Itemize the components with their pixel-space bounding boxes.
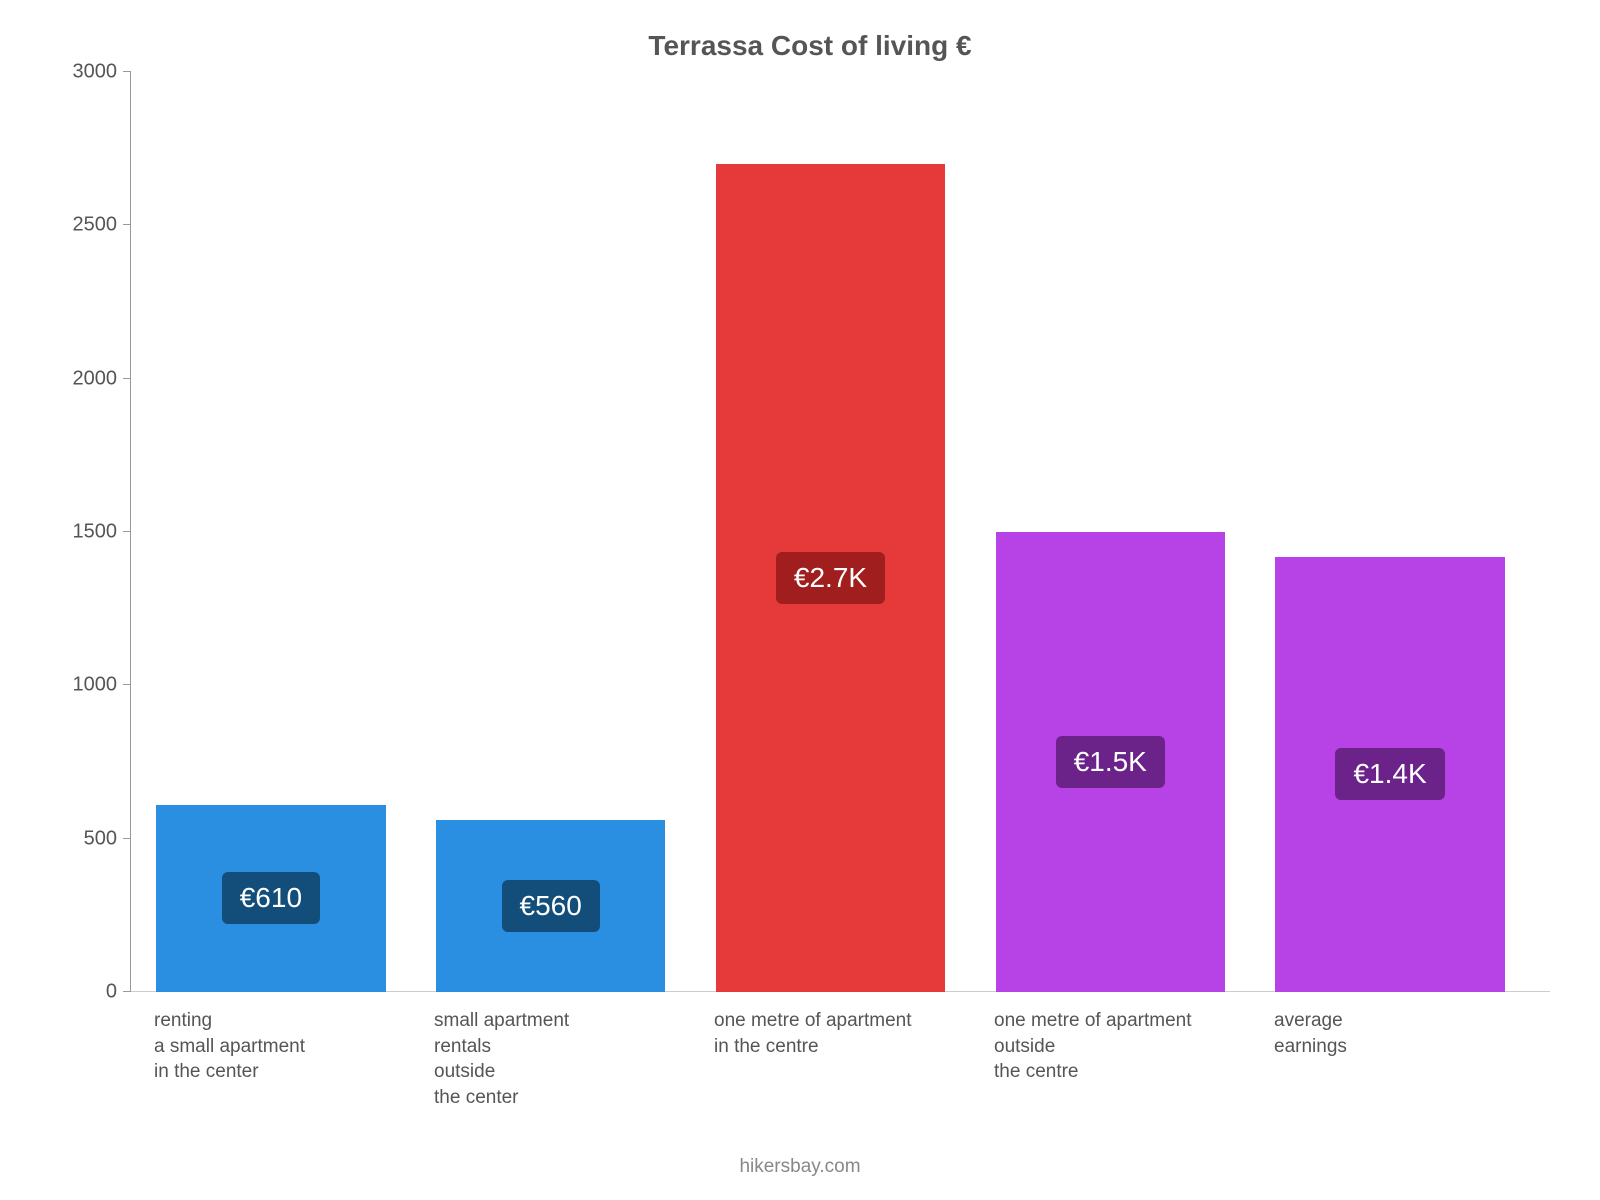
cost-of-living-chart: Terrassa Cost of living € €610€560€2.7K€… [60,30,1560,1130]
attribution-text: hikersbay.com [0,1156,1600,1178]
x-axis-label: one metre of apartmentin the centre [690,992,970,1111]
y-tick-label: 3000 [73,61,132,84]
bar-slot: €2.7K [691,72,971,992]
bar-slot: €1.4K [1250,72,1530,992]
bar: €2.7K [716,164,945,992]
x-axis-label: rentinga small apartmentin the center [130,992,410,1111]
y-tick-label: 500 [84,827,131,850]
y-tick-label: 1000 [73,674,132,697]
bar-value-label: €560 [502,880,600,932]
bar-slot: €610 [131,72,411,992]
y-tick-label: 2500 [73,214,132,237]
bar: €610 [156,805,385,992]
y-tick-label: 0 [106,981,131,1004]
y-tick-label: 2000 [73,367,132,390]
bar: €560 [436,820,665,992]
bar: €1.4K [1275,557,1504,992]
y-tick-label: 1500 [73,521,132,544]
bar-value-label: €1.5K [1056,736,1165,788]
x-axis-label: averageearnings [1250,992,1530,1111]
plot-area: €610€560€2.7K€1.5K€1.4K 0500100015002000… [130,72,1530,992]
x-axis-label: small apartmentrentalsoutsidethe center [410,992,690,1111]
bar-value-label: €610 [222,872,320,924]
chart-title: Terrassa Cost of living € [60,30,1560,62]
x-axis-label: one metre of apartmentoutsidethe centre [970,992,1250,1111]
bar-value-label: €1.4K [1335,748,1444,800]
bar: €1.5K [996,532,1225,992]
x-axis-labels: rentinga small apartmentin the centersma… [130,992,1530,1111]
bar-slot: €1.5K [970,72,1250,992]
bar-slot: €560 [411,72,691,992]
bars-group: €610 €560 €2.7K €1.5K €1.4K [131,72,1530,992]
bar-value-label: €2.7K [776,552,885,604]
